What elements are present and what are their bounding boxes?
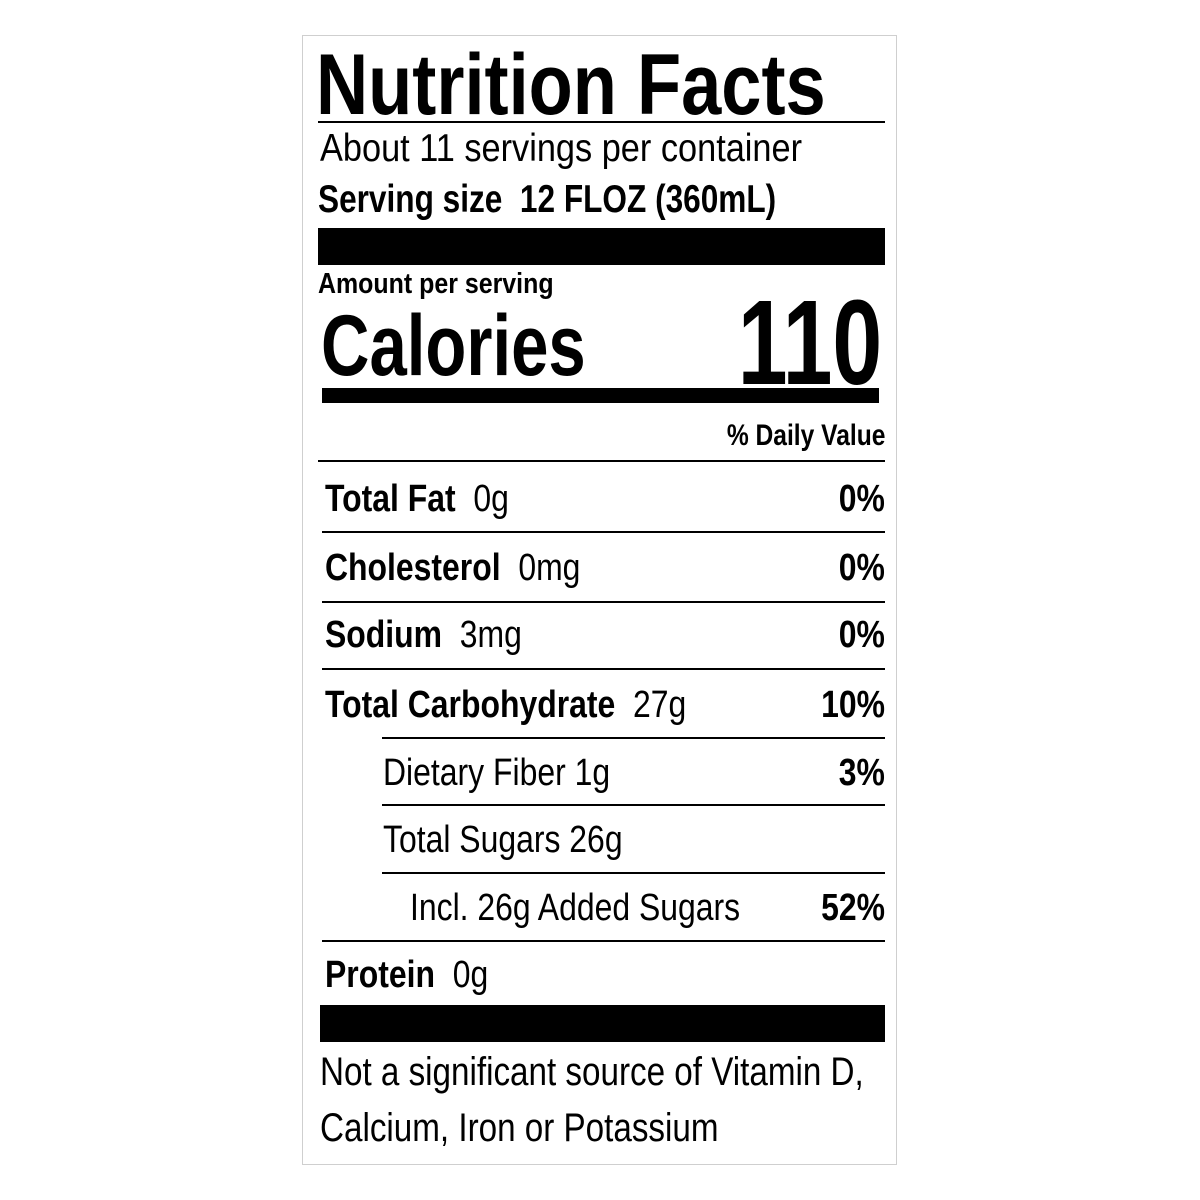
servings-per-container: About 11 servings per container	[320, 127, 803, 170]
serving-size-value: 12 FLOZ (360mL)	[519, 178, 777, 221]
nutrient-row: Sodium 3mg	[325, 616, 522, 654]
divider	[382, 804, 885, 806]
label-title: Nutrition Facts	[316, 37, 826, 133]
amount-per-serving: Amount per serving	[318, 268, 554, 300]
nutrient-name: Dietary Fiber	[383, 752, 566, 794]
nutrient-name: Protein	[325, 954, 435, 996]
nutrition-facts-label	[302, 35, 897, 1165]
divider	[322, 531, 885, 533]
nutrient-daily-value: 10%	[821, 684, 885, 726]
nutrient-row: Protein 0g	[325, 956, 488, 994]
nutrient-row: Dietary Fiber 1g	[383, 754, 610, 792]
nutrient-name: Total Carbohydrate	[325, 684, 616, 726]
nutrient-row: Incl. 26g Added Sugars	[410, 889, 740, 927]
divider	[318, 121, 885, 123]
nutrient-daily-value: 0%	[838, 614, 885, 656]
calories-label: Calories	[321, 298, 586, 394]
serving-size: Serving size 12 FLOZ (360mL)	[318, 180, 776, 219]
nutrient-amount: 26g	[569, 819, 623, 861]
nutrient-name: Incl. 26g Added Sugars	[410, 887, 741, 929]
calories-value: 110	[737, 274, 882, 410]
nutrient-amount: 0g	[452, 954, 489, 996]
divider	[382, 737, 885, 739]
thick-bar	[320, 1005, 885, 1042]
divider	[322, 668, 885, 670]
nutrient-row: Cholesterol 0mg	[325, 549, 580, 587]
nutrient-name: Sodium	[325, 614, 443, 656]
serving-size-label: Serving size	[318, 178, 503, 221]
nutrient-name: Cholesterol	[325, 547, 501, 589]
nutrient-row: Total Carbohydrate 27g	[325, 686, 686, 724]
daily-value-header: % Daily Value	[726, 419, 885, 452]
footer-line-2: Calcium, Iron or Potassium	[320, 1106, 719, 1150]
footer-line-1: Not a significant source of Vitamin D,	[320, 1050, 864, 1094]
nutrient-amount: 1g	[574, 752, 611, 794]
divider	[318, 460, 885, 462]
divider	[322, 601, 885, 603]
medium-bar	[322, 388, 879, 403]
nutrient-daily-value: 0%	[838, 478, 885, 520]
divider	[382, 872, 885, 874]
nutrient-amount: 0mg	[518, 547, 581, 589]
nutrient-daily-value: 3%	[838, 752, 885, 794]
thick-bar	[318, 228, 885, 265]
nutrient-row: Total Fat 0g	[325, 480, 509, 518]
nutrient-amount: 0g	[473, 478, 509, 520]
nutrient-name: Total Fat	[325, 478, 456, 520]
nutrient-daily-value: 0%	[838, 547, 885, 589]
nutrient-amount: 27g	[633, 684, 687, 726]
nutrient-name: Total Sugars	[383, 819, 561, 861]
divider	[322, 940, 885, 942]
nutrient-row: Total Sugars 26g	[383, 821, 623, 859]
nutrient-amount: 3mg	[459, 614, 522, 656]
nutrient-daily-value: 52%	[821, 887, 885, 929]
